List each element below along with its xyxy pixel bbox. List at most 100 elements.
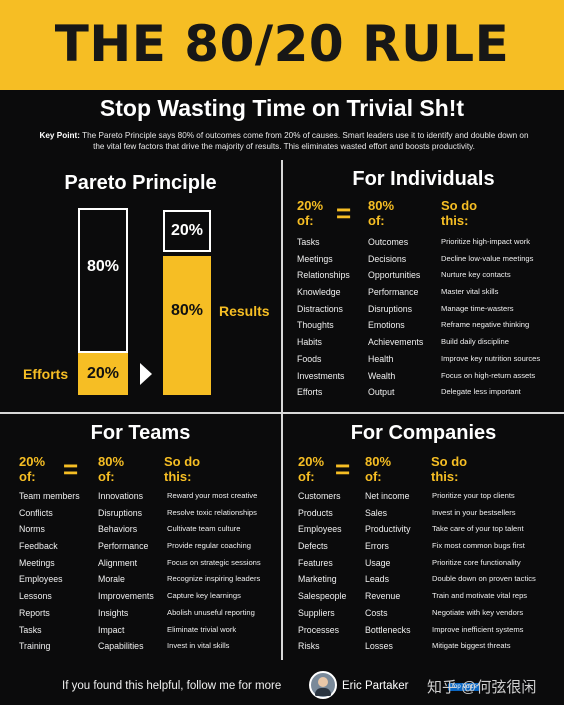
watermark: 知乎 @何弦很闲 (427, 679, 537, 696)
list-item: Focus on strategic sessions (167, 557, 261, 567)
vertical-divider (281, 160, 283, 660)
list-item: Resolve toxic relationships (167, 507, 257, 517)
list-item: Net income (365, 491, 410, 501)
list-item: Innovations (98, 491, 143, 501)
teams-h1: 20% of: (19, 454, 46, 484)
list-item: Disruptions (98, 507, 143, 518)
list-item: Distractions (297, 303, 343, 314)
individuals-col2: Outcomes Decisions Opportunities Performanc… (368, 234, 423, 401)
key-point-label: Key Point: (39, 131, 80, 140)
results-top-pct: 20% (170, 222, 204, 239)
individuals-h3: So do this: (441, 198, 478, 228)
list-item: Revenue (365, 591, 401, 602)
list-item: Provide regular coaching (167, 541, 252, 551)
avatar-body-icon (315, 688, 331, 696)
title-banner: THE 80/20 RULE (0, 0, 564, 90)
companies-h3: So do this: (431, 454, 468, 484)
list-item: Relationships (297, 270, 350, 281)
list-item: Recognize inspiring leaders (167, 574, 261, 584)
efforts-bar-trivial (78, 208, 128, 353)
list-item: Mitigate biggest threats (432, 641, 511, 651)
list-item: Leads (365, 574, 389, 585)
list-item: Behaviors (98, 524, 138, 535)
list-item: Output (368, 387, 395, 398)
list-item: Feedback (19, 541, 58, 552)
list-item: Double down on proven tactics (432, 574, 536, 584)
list-item: Errors (365, 541, 389, 552)
teams-h3: So do this: (164, 454, 201, 484)
teams-title: For Teams (90, 422, 191, 444)
subtitle: Stop Wasting Time on Trivial Sh!t (99, 95, 465, 121)
list-item: Employees (19, 574, 63, 585)
list-item: Prioritize high-impact work (441, 237, 531, 246)
list-item: Meetings (19, 557, 55, 568)
footer-cta: If you found this helpful, follow me for… (62, 680, 282, 692)
list-item: Suppliers (298, 607, 335, 618)
results-bar-vital (163, 256, 211, 395)
list-item: Sales (365, 507, 388, 518)
list-item: Processes (298, 624, 340, 635)
teams-h2: 80% of: (98, 454, 125, 484)
list-item: Tasks (19, 624, 42, 635)
list-item: Investments (297, 370, 345, 381)
list-item: Marketing (298, 574, 337, 585)
teams-col2: Innovations Disruptions Behaviors Performan… (98, 488, 154, 655)
list-item: Manage time-wasters (441, 303, 514, 313)
list-item: Emotions (368, 320, 405, 331)
list-item: Negotiate with key vendors (432, 607, 524, 617)
list-item: Disruptions (368, 303, 413, 314)
list-item: Features (298, 557, 333, 568)
content-grid: Pareto Principle 80% 20% Efforts 20% 80%… (0, 160, 564, 660)
companies-eq: = (335, 454, 351, 484)
list-item: Reward your most creative (167, 491, 258, 500)
companies-col1: Customers Products Employees Defects Feature… (298, 488, 346, 655)
avatar[interactable] (309, 671, 337, 699)
results-bar-trivial (163, 210, 211, 252)
results-label: Results (219, 303, 270, 319)
efforts-bar-vital (78, 353, 128, 395)
list-item: Cultivate team culture (167, 524, 241, 534)
list-item: Salespeople (298, 591, 347, 602)
list-item: Wealth (368, 370, 396, 381)
individuals-eq: = (336, 198, 352, 228)
list-item: Meetings (297, 253, 333, 264)
list-item: Nurture key contacts (441, 270, 511, 280)
list-item: Training (19, 641, 51, 652)
companies-col3: Prioritize your top clients Invest in you… (432, 488, 536, 655)
efforts-bottom-pct: 20% (86, 365, 120, 382)
list-item: Conflicts (19, 507, 53, 518)
list-item: Risks (298, 641, 320, 652)
results-bottom-pct: 80% (170, 302, 204, 319)
list-item: Insights (98, 607, 129, 618)
list-item: Reports (19, 607, 50, 618)
list-item: Tasks (297, 237, 320, 247)
individuals-h2: 80% of: (368, 198, 395, 228)
list-item: Efforts (297, 387, 323, 398)
teams-col1: Team members Conflicts Norms Feedback Meetin… (19, 488, 80, 655)
top-voice-badge: Top Voice (448, 683, 481, 691)
author-name[interactable]: Eric Partaker (342, 680, 409, 692)
list-item: Prioritize core functionality (432, 557, 521, 567)
list-item: Norms (19, 524, 45, 535)
companies-title: For Companies (350, 422, 497, 444)
list-item: Alignment (98, 557, 138, 568)
efforts-label: Efforts (23, 366, 69, 382)
list-item: Improve key nutrition sources (441, 353, 541, 363)
footer: If you found this helpful, follow me for… (0, 668, 564, 705)
list-item: Build daily discipline (441, 337, 509, 347)
list-item: Performance (98, 541, 149, 552)
list-item: Foods (297, 353, 322, 364)
list-item: Focus on high-return assets (441, 370, 536, 380)
pareto-title: Pareto Principle (64, 172, 217, 194)
horizontal-divider (0, 412, 564, 414)
key-point: Key Point: The Pareto Principle says 80%… (34, 130, 534, 152)
list-item: Train and motivate vital reps (432, 591, 528, 601)
list-item: Fix most common bugs first (432, 541, 525, 551)
list-item: Customers (298, 491, 341, 501)
list-item: Team members (19, 491, 80, 501)
individuals-title: For Individuals (352, 168, 495, 190)
list-item: Take care of your top talent (432, 524, 524, 534)
list-item: Productivity (365, 524, 411, 535)
list-item: Usage (365, 557, 391, 568)
list-item: Costs (365, 607, 388, 618)
